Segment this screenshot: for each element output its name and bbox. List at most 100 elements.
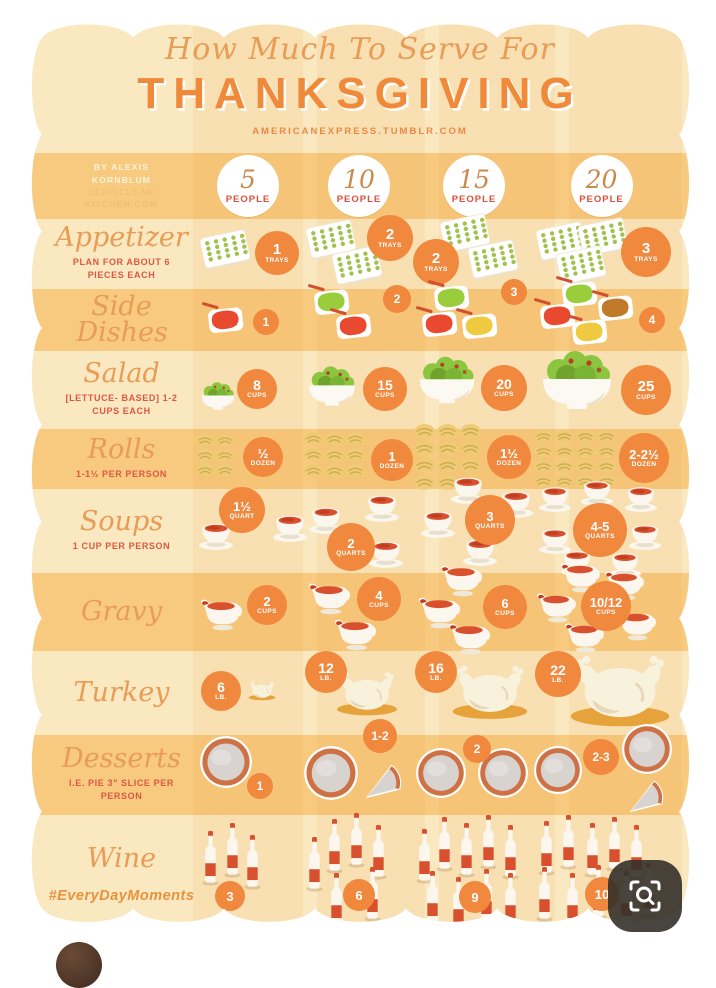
row-label: Gravy [50,573,193,651]
cell-rolls-20: 2-2½ DOZEN [533,429,670,489]
wine-bottle-icon [423,871,442,926]
people-count: 15 [458,165,490,194]
row-title: Side Dishes [76,291,168,348]
cell-desserts-5: 1 [193,735,303,815]
side-dish-icon [201,299,249,337]
roll-icon [303,463,324,479]
soup-cup-icon [619,481,663,513]
row-subtitle: PLAN FOR ABOUT 6 PIECES EACH [72,256,171,281]
quantity-badge: ½ DOZEN [243,437,283,477]
quantity-badge: 22 LB. [535,651,581,697]
row-title: Salad [83,358,160,390]
roll-icon [533,444,554,459]
cell-soups-15: 3 QUARTS [415,489,533,573]
roll-icon [195,433,215,448]
gravy-boat-icon [437,561,485,597]
quantity-badge: 1 [253,309,279,335]
people-count: 5 [240,165,256,194]
row-soups: Soups 1 CUP PER PERSON 1½ QUART 2 QUARTS 3… [30,489,690,573]
page-title: THANKSGIVING [137,69,583,118]
quantity-badge: 1-2 [363,719,397,753]
quantity-badge: 2-3 [583,739,619,775]
roll-icon [596,444,617,459]
quantity-badge: 2 TRAYS [367,215,413,261]
side-dish-icon [455,305,503,343]
wine-bottle-icon [201,831,220,886]
quantity-badge: 6 LB. [201,671,241,711]
quantity-badge: 4 CUPS [357,577,401,621]
pie-icon [303,745,359,801]
appetizer-tray-icon [465,237,521,281]
quantity-badge: 4 [639,307,665,333]
row-turkey: Turkey 6 LB. 12 LB. 16 LB. 22 LB. [30,651,690,735]
quantity-badge: 6 CUPS [483,585,527,629]
avatar[interactable] [56,942,102,988]
cell-soups-20: 4-5 QUARTS [533,489,670,573]
row-title: Soups [79,505,164,537]
turkey-icon [563,647,677,729]
cell-wine-15: 9 [415,815,533,935]
google-lens-button[interactable] [608,860,682,932]
pie-icon [199,735,253,789]
salad-bowl-icon [415,355,479,405]
gravy-boat-icon [305,579,353,615]
quantity-badge: 2 CUPS [247,585,287,625]
wine-bottle-icon [243,835,262,890]
roll-icon [554,444,575,459]
row-label: Side Dishes [50,289,193,351]
gravy-boat-icon [533,589,579,623]
row-gravy: Gravy 2 CUPS 4 CUPS 6 CUPS [30,573,690,651]
source-url: AMERICANEXPRESS.TUMBLR.COM [252,126,468,137]
column-header-15-people: 15 PEOPLE [443,155,505,217]
roll-icon [413,457,436,474]
soup-cup-icon [533,481,577,513]
quantity-badge: 2 [383,285,411,313]
roll-icon [575,429,596,444]
cell-gravy-15: 6 CUPS [415,573,533,651]
salad-bowl-icon [305,365,359,407]
cell-salad-15: 20 CUPS [415,351,533,429]
row-label: Rolls 1-1½ PER PERSON [50,429,193,489]
wine-bottle-icon [501,825,520,880]
credit-line: LEXISCLEAN [88,187,155,197]
quantity-badge: 20 CUPS [481,365,527,411]
roll-icon [533,429,554,444]
row-title: Rolls [87,433,156,465]
roll-icon [303,431,324,447]
wine-bottle-icon [347,813,366,868]
quantity-badge: 6 [343,879,375,911]
cell-appetizer-15: 2 TRAYS [415,219,533,289]
cell-rolls-15: 1½ DOZEN [415,429,533,489]
row-label: Appetizer PLAN FOR ABOUT 6 PIECES EACH [50,219,193,289]
side-dish-icon [329,305,377,343]
wine-bottle-icon [325,819,344,874]
roll-icon [215,463,235,478]
roll-icon [195,463,215,478]
people-count: 10 [343,165,375,194]
row-desserts: Desserts I.E. PIE 3" SLICE PER PERSON 1 … [30,735,690,815]
row-label: Soups 1 CUP PER PERSON [50,489,193,573]
cell-desserts-20: 2-3 [533,735,670,815]
row-label: Wine #EveryDayMoments [50,815,193,935]
roll-icon [324,431,345,447]
roll-icon [596,429,617,444]
cell-soups-10: 2 QUARTS [303,489,415,573]
salad-bowl-icon [199,381,237,411]
quantity-badge: 12 LB. [305,651,347,693]
quantity-badge: 3 QUARTS [465,495,515,545]
title-block: How Much To Serve For THANKSGIVING AMERI… [30,8,690,153]
column-header-10-people: 10 PEOPLE [328,155,390,217]
row-label: Desserts I.E. PIE 3" SLICE PER PERSON [50,735,193,815]
quantity-badge: 3 [501,279,527,305]
quantity-badge: 8 CUPS [237,369,277,409]
roll-icon [575,444,596,459]
quantity-badge: 3 TRAYS [621,227,671,277]
row-appetizer: Appetizer PLAN FOR ABOUT 6 PIECES EACH 1… [30,219,690,289]
row-subtitle: [LETTUCE- BASED] 1-2 CUPS EACH [65,392,178,417]
cell-appetizer-5: 1 TRAYS [193,219,303,289]
cell-salad-5: 8 CUPS [193,351,303,429]
quantity-badge: 2-2½ DOZEN [619,433,669,483]
roll-icon [195,448,215,463]
side-dish-icon [565,311,613,349]
row-label: Turkey [50,651,193,735]
